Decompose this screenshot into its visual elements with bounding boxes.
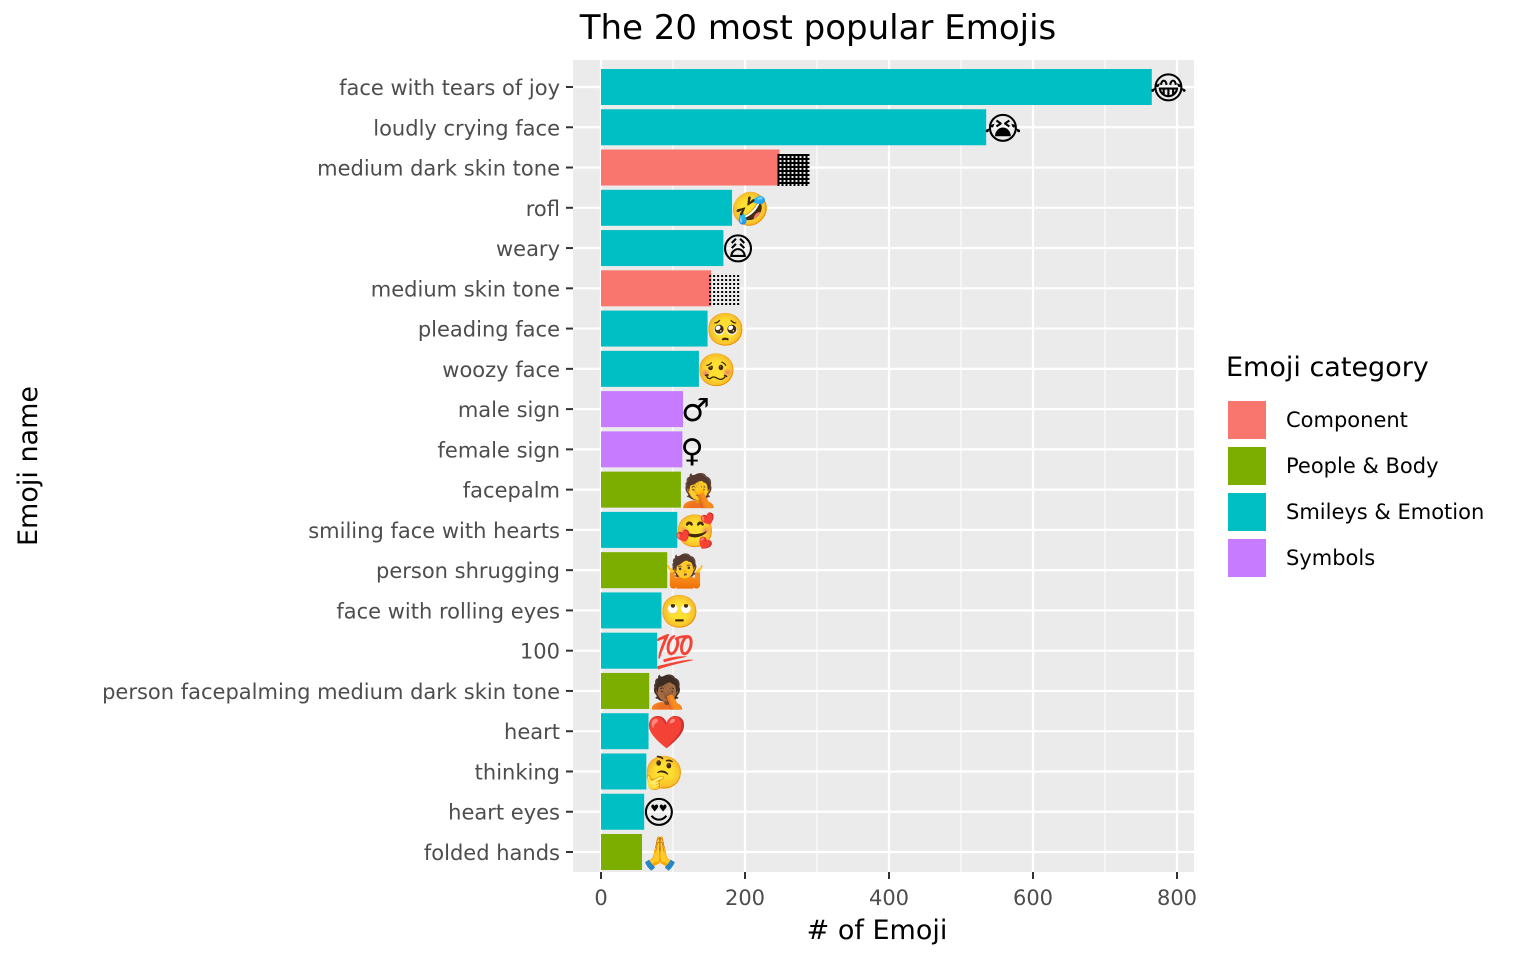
legend-key-swatch — [1226, 537, 1268, 579]
legend-key-swatch — [1226, 491, 1268, 533]
bar — [601, 69, 1152, 105]
x-tick-label: 200 — [725, 886, 765, 910]
emoji-marker: 🤣 — [729, 190, 770, 229]
bar — [601, 511, 678, 548]
x-tick-label: 0 — [594, 886, 607, 910]
bar — [601, 753, 647, 790]
emoji-marker: 🤦 — [679, 472, 719, 510]
bar — [601, 592, 662, 629]
y-tick-label: male sign — [458, 398, 560, 422]
legend-label: Component — [1286, 408, 1408, 432]
emoji-marker: 🙏 — [640, 834, 680, 872]
legend-item: People & Body — [1226, 443, 1484, 489]
bar — [601, 350, 699, 387]
emoji-marker: 😂 — [1150, 69, 1187, 107]
bar — [601, 834, 643, 870]
emoji-marker: 🤷 — [665, 552, 705, 590]
bar — [601, 270, 712, 307]
legend-key-swatch — [1226, 399, 1268, 441]
y-tick-label: heart eyes — [448, 801, 560, 825]
y-tick-label: weary — [496, 237, 560, 261]
y-axis-label: Emoji name — [13, 386, 44, 546]
x-axis-label: # of Emoji — [807, 915, 948, 946]
y-tick-label: medium skin tone — [371, 277, 560, 301]
bar — [601, 713, 649, 750]
emoji-marker: ❤️ — [647, 713, 687, 751]
legend-item: Symbols — [1226, 535, 1484, 581]
emoji-marker: 🏽 — [709, 270, 741, 308]
bar — [601, 632, 658, 669]
bar — [601, 672, 650, 709]
bar — [601, 109, 987, 146]
legend-key-swatch — [1226, 445, 1268, 487]
x-tick-label: 600 — [1013, 886, 1053, 910]
y-tick-label: facepalm — [463, 479, 560, 503]
bar — [601, 552, 668, 589]
bar — [601, 230, 724, 267]
y-tick-label: face with tears of joy — [339, 76, 560, 100]
emoji-marker: 😭 — [984, 109, 1021, 147]
bar — [601, 189, 733, 226]
emoji-marker: 😍 — [642, 794, 675, 832]
y-tick-label: folded hands — [424, 841, 560, 865]
bar — [601, 471, 681, 508]
chart-title: The 20 most popular Emojis — [579, 8, 1057, 48]
emoji-marker: ♂ — [681, 391, 710, 429]
x-tick-label: 400 — [869, 886, 909, 910]
bar — [601, 431, 683, 468]
legend-label: Symbols — [1286, 546, 1376, 570]
emoji-marker: 💯 — [655, 633, 695, 671]
bars: 😂 😭 🏾🤣😩🏽🥺🥴♂♀🤦🥰🤷🙄💯🤦🏾❤️🤔😍🙏 — [601, 69, 1187, 872]
y-tick-label: heart — [504, 720, 560, 744]
y-tick-label: pleading face — [418, 318, 560, 342]
legend-label: People & Body — [1286, 454, 1439, 478]
emoji-marker: 🤦🏾 — [647, 673, 687, 711]
x-axis: 0 200 400 600 800 — [594, 872, 1197, 910]
bar — [601, 793, 645, 830]
emoji-marker: 🙄 — [659, 592, 699, 630]
y-tick-label: face with rolling eyes — [336, 599, 560, 623]
legend-label: Smileys & Emotion — [1286, 500, 1485, 524]
y-tick-label: rofl — [526, 197, 560, 221]
y-tick-label: 100 — [520, 640, 560, 664]
y-tick-label: person shrugging — [376, 559, 560, 583]
y-tick-label: medium dark skin tone — [317, 157, 560, 181]
legend: Emoji category Component People & Body Smi… — [1226, 352, 1484, 581]
emoji-marker: 🥺 — [706, 311, 746, 349]
y-tick-label: loudly crying face — [373, 116, 560, 140]
y-tick-label: female sign — [438, 438, 560, 462]
bar — [601, 149, 780, 186]
emoji-marker: 🥰 — [675, 512, 715, 550]
y-tick-label: woozy face — [442, 358, 560, 382]
emoji-marker: ♀ — [680, 431, 703, 469]
emoji-marker: 🏾 — [778, 150, 810, 188]
x-tick-label: 800 — [1157, 886, 1197, 910]
y-tick-label: smiling face with hearts — [308, 519, 560, 543]
emoji-marker: 😩 — [721, 230, 754, 268]
bar — [601, 310, 708, 347]
emoji-marker: 🥴 — [697, 351, 737, 389]
legend-items: Component People & Body Smileys & Emotion S… — [1226, 397, 1484, 581]
legend-item: Component — [1226, 397, 1484, 443]
emoji-marker: 🤔 — [644, 753, 684, 791]
y-tick-label: thinking — [475, 760, 560, 784]
y-axis: face with tears of joy loudly crying face… — [102, 76, 573, 865]
legend-title: Emoji category — [1226, 352, 1429, 383]
legend-item: Smileys & Emotion — [1226, 489, 1484, 535]
y-tick-label: person facepalming medium dark skin tone — [102, 680, 560, 704]
bar — [601, 391, 684, 428]
